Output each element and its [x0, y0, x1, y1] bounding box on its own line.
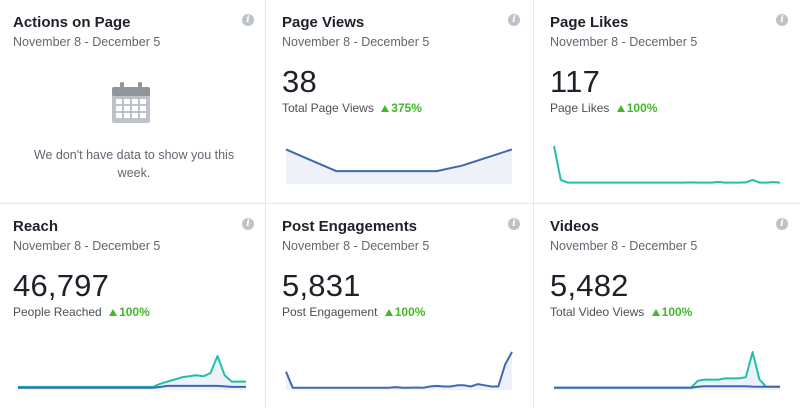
- card-date-range: November 8 - December 5: [13, 35, 161, 49]
- metric-label-row: Total Page Views 375%: [282, 101, 422, 115]
- info-icon[interactable]: i: [508, 14, 520, 26]
- page-views-card[interactable]: Page Views November 8 - December 5 i 38 …: [266, 0, 534, 206]
- up-arrow-icon: [616, 105, 625, 112]
- actions-on-page-card[interactable]: Actions on Page November 8 - December 5 …: [0, 0, 268, 206]
- divider: [533, 0, 534, 408]
- metric-label-row: Post Engagement 100%: [282, 305, 425, 319]
- metric-label: Post Engagement: [282, 305, 378, 319]
- sparkline-line: [285, 351, 513, 389]
- up-arrow-icon: [651, 309, 660, 316]
- post-engagements-sparkline: [285, 351, 513, 390]
- card-date-range: November 8 - December 5: [550, 239, 698, 253]
- sparkline-area: [286, 149, 512, 184]
- card-title[interactable]: Reach: [13, 218, 59, 235]
- divider: [0, 203, 800, 204]
- change-badge: 100%: [651, 305, 693, 319]
- empty-state-message: We don't have data to show you this week…: [33, 148, 235, 180]
- up-arrow-icon: [109, 309, 118, 316]
- info-icon[interactable]: i: [242, 218, 254, 230]
- reach-card[interactable]: Reach November 8 - December 5 i 46,797 P…: [0, 204, 268, 410]
- card-title[interactable]: Videos: [550, 218, 599, 235]
- metric-label-row: Total Video Views 100%: [550, 305, 692, 319]
- card-date-range: November 8 - December 5: [13, 239, 161, 253]
- post-engagements-card[interactable]: Post Engagements November 8 - December 5…: [266, 204, 534, 410]
- info-icon[interactable]: i: [508, 218, 520, 230]
- change-value: 100%: [661, 305, 693, 319]
- metric-label-row: People Reached 100%: [13, 305, 150, 319]
- card-date-range: November 8 - December 5: [282, 35, 430, 49]
- sparkline-area: [18, 356, 246, 390]
- up-arrow-icon: [384, 309, 393, 316]
- metric-label: Total Video Views: [550, 305, 645, 319]
- info-icon[interactable]: i: [242, 14, 254, 26]
- sparkline-line-blue: [18, 384, 246, 389]
- info-icon[interactable]: i: [776, 14, 788, 26]
- page-views-sparkline: [285, 148, 513, 184]
- metric-value: 5,831: [282, 268, 361, 303]
- metric-value: 117: [550, 64, 601, 99]
- change-badge: 100%: [384, 305, 426, 319]
- metric-label: Page Likes: [550, 101, 610, 115]
- metric-label: Total Page Views: [282, 101, 374, 115]
- metric-value: 5,482: [550, 268, 629, 303]
- sparkline-line: [553, 145, 781, 184]
- metric-value: 38: [282, 64, 317, 99]
- videos-sparkline: [554, 351, 780, 390]
- change-badge: 375%: [381, 101, 422, 115]
- metric-value: 46,797: [13, 268, 110, 303]
- sparkline-area: [554, 352, 780, 390]
- card-title[interactable]: Post Engagements: [282, 218, 418, 235]
- change-badge: 100%: [109, 305, 150, 319]
- change-value: 100%: [394, 305, 426, 319]
- sparkline-line-blue: [554, 385, 780, 389]
- change-badge: 100%: [616, 101, 658, 115]
- card-date-range: November 8 - December 5: [282, 239, 430, 253]
- change-value: 100%: [119, 305, 150, 319]
- reach-sparkline: [18, 355, 246, 390]
- change-value: 375%: [391, 101, 422, 115]
- card-title[interactable]: Page Likes: [550, 14, 629, 31]
- card-title[interactable]: Page Views: [282, 14, 365, 31]
- up-arrow-icon: [381, 105, 390, 112]
- change-value: 100%: [626, 101, 658, 115]
- videos-card[interactable]: Videos November 8 - December 5 i 5,482 T…: [534, 204, 800, 410]
- page-likes-sparkline: [553, 145, 781, 184]
- page-likes-card[interactable]: Page Likes November 8 - December 5 i 117…: [534, 0, 800, 206]
- divider: [265, 0, 266, 408]
- info-icon[interactable]: i: [776, 218, 788, 230]
- metric-label-row: Page Likes 100%: [550, 101, 657, 115]
- card-date-range: November 8 - December 5: [550, 35, 698, 49]
- sparkline-line: [285, 148, 513, 173]
- metric-label: People Reached: [13, 305, 102, 319]
- card-title[interactable]: Actions on Page: [13, 14, 131, 31]
- calendar-icon: [112, 82, 150, 123]
